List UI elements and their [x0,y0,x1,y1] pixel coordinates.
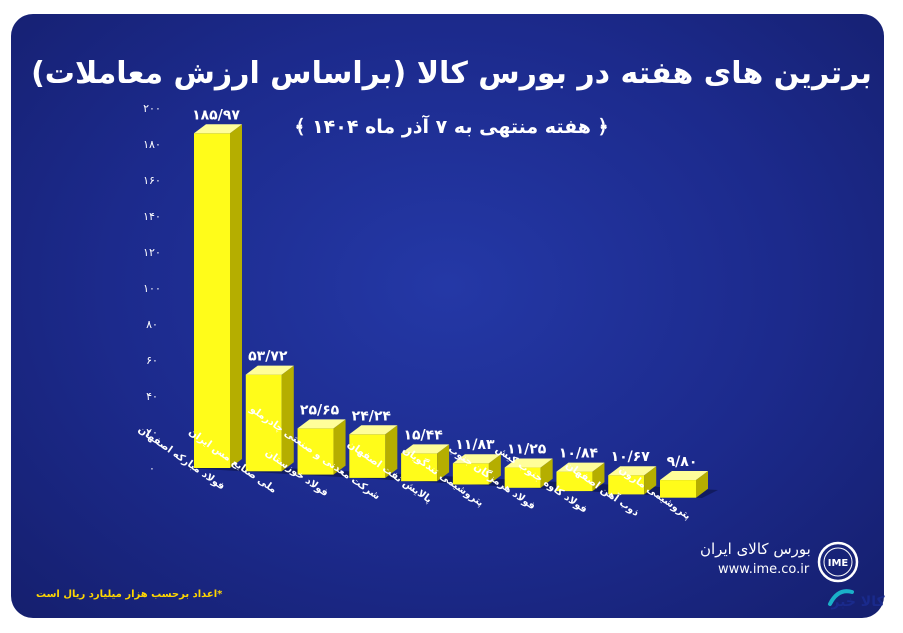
bar-top [504,458,553,468]
bar-side [230,124,242,468]
bar-value-label: ۱۰/۸۴ [559,446,599,462]
y-tick-label: ۱۴۰ [143,210,161,223]
bar-side [644,466,657,495]
bar-value-label: ۲۴/۲۴ [352,408,392,424]
chart-panel [11,14,884,618]
bar-side [488,454,501,485]
bar-top [452,454,501,464]
bar [608,475,645,495]
bar-top [349,425,398,435]
y-tick-label: ۶۰ [146,354,158,367]
bar-top [608,466,657,476]
bar-side [281,365,294,472]
bar-value-label: ۹/۸۰ [667,454,698,470]
y-tick-label: ۱۲۰ [143,246,161,259]
bar-value-label: ۲۵/۶۵ [300,402,340,418]
bar-side [540,458,553,488]
watermark-text: کالا خبر [830,594,885,610]
source-note: *اعداد برحسب هزار میلیارد ریال است [36,589,223,600]
y-tick-label: ۱۶۰ [143,174,161,187]
chart-subtitle: ﴿ هفته منتهی به ۷ آذر ماه ۱۴۰۴ ﴾ [294,116,609,138]
bar-value-label: ۱۸۵/۹۷ [192,107,240,123]
kala-khabar-watermark-icon: کالا خبر [828,589,885,610]
bar [297,428,334,475]
bar-value-label: ۱۵/۴۴ [403,427,443,443]
bar-side [696,471,708,498]
bar [556,471,593,492]
chart-title: برترین های هفته در بورس کالا (براساس ارز… [31,56,872,91]
bar [194,133,230,468]
bar [349,434,386,478]
bar-side [333,419,346,475]
bar-side [385,425,398,478]
bar [401,453,438,482]
ime-logo-text: IME [828,558,849,569]
bar [660,480,696,498]
bar [504,467,541,488]
bar-top [556,462,605,472]
bar-value-label: ۱۱/۸۳ [455,437,495,453]
bar-top [245,365,294,375]
ime-logo-icon: IME [817,541,859,583]
bar-side [437,444,450,482]
y-tick-label: ۱۰۰ [143,282,161,295]
bar [245,374,282,472]
bar [452,463,489,485]
y-tick-label: ۲۰ [146,426,158,439]
bar-top [297,419,346,429]
brand-name: بورس کالای ایران [700,540,811,558]
y-tick-label: ۱۸۰ [143,138,161,151]
y-tick-label: ۸۰ [146,318,158,331]
bar-top [401,444,450,454]
y-tick-label: ۴۰ [146,390,158,403]
bar-value-label: ۵۳/۷۲ [248,349,288,365]
y-tick-label: ۰ [149,462,155,475]
brand-url[interactable]: www.ime.co.ir [718,562,810,577]
bar-value-label: ۱۱/۲۵ [507,442,547,458]
y-tick-label: ۲۰۰ [143,102,161,115]
bar-value-label: ۱۰/۶۷ [611,449,651,465]
bar-top [194,124,242,134]
bar-side [592,462,605,492]
bar-top [660,471,708,481]
